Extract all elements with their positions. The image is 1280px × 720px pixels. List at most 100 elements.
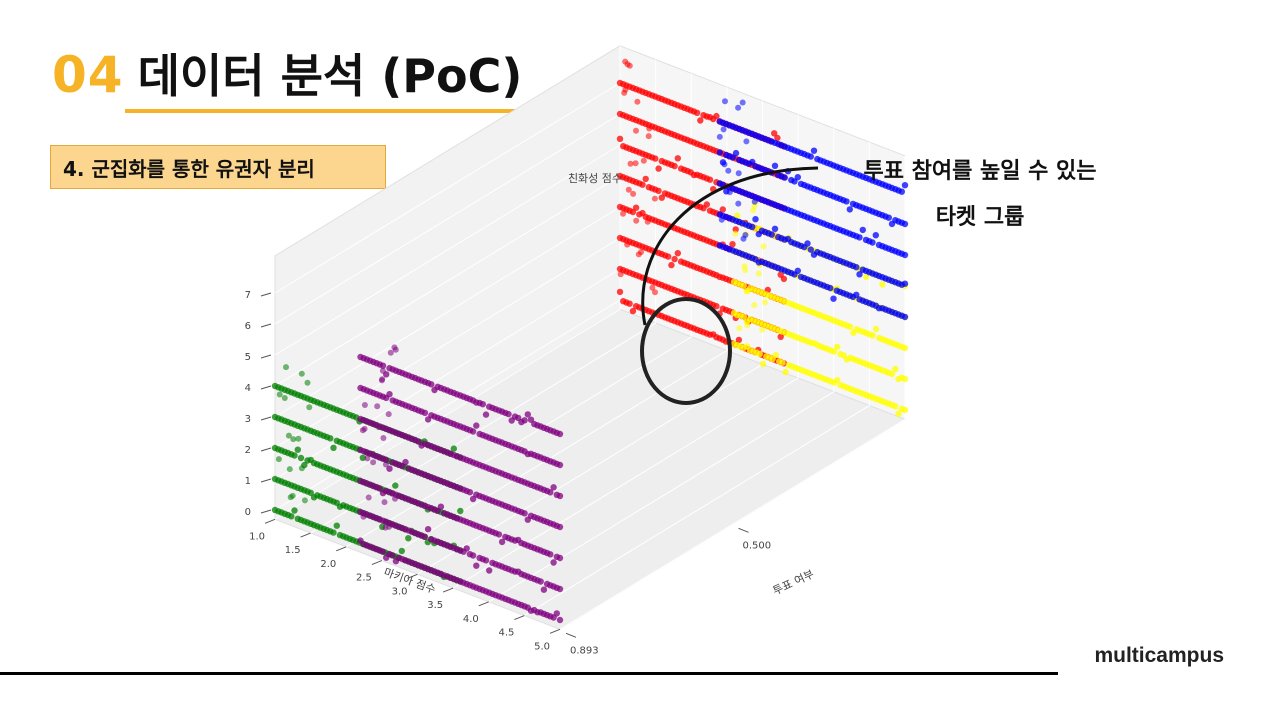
data-point xyxy=(632,160,639,167)
data-point xyxy=(810,147,818,154)
data-point xyxy=(846,206,853,213)
data-point xyxy=(556,492,564,500)
y-tick-mark xyxy=(565,632,577,638)
x-tick-label: 4.0 xyxy=(463,614,479,625)
data-point xyxy=(479,401,486,408)
data-point xyxy=(286,466,293,473)
data-point xyxy=(735,104,742,111)
data-point xyxy=(386,465,393,472)
data-point xyxy=(616,135,624,142)
data-point xyxy=(291,452,298,459)
data-point xyxy=(550,484,557,491)
data-point xyxy=(652,289,658,296)
chart-points xyxy=(271,58,909,624)
data-point xyxy=(734,212,741,219)
data-point xyxy=(719,159,727,166)
data-point xyxy=(466,489,474,496)
data-point xyxy=(772,351,780,359)
data-point xyxy=(771,130,778,137)
data-point xyxy=(521,510,528,517)
data-point xyxy=(295,435,302,442)
x-tick-mark xyxy=(549,628,561,634)
data-point xyxy=(298,370,305,377)
data-point xyxy=(742,267,749,274)
data-point xyxy=(901,344,909,352)
data-point xyxy=(892,403,899,410)
data-point xyxy=(297,454,305,462)
data-point xyxy=(402,458,409,466)
data-point xyxy=(626,62,633,69)
data-point xyxy=(288,513,295,520)
data-point xyxy=(527,416,535,423)
data-point xyxy=(383,371,390,378)
z-tick-label: 3 xyxy=(245,414,251,425)
data-point xyxy=(834,376,841,384)
data-point xyxy=(901,182,909,189)
data-point xyxy=(389,552,396,559)
data-point xyxy=(869,239,876,246)
data-point xyxy=(622,58,629,65)
data-point xyxy=(827,284,834,292)
data-point xyxy=(651,195,658,202)
data-point xyxy=(553,610,560,617)
data-point xyxy=(627,160,634,167)
data-point xyxy=(638,249,644,256)
x-gridline xyxy=(310,59,657,534)
data-point xyxy=(364,455,371,462)
y-tick-label: 0.893 xyxy=(570,645,599,656)
data-point xyxy=(739,99,746,106)
data-point xyxy=(853,291,860,298)
data-point xyxy=(732,149,740,157)
x-gridline xyxy=(488,128,835,603)
data-point xyxy=(275,456,282,463)
data-point xyxy=(556,585,564,593)
y-tick-mark xyxy=(738,527,749,533)
data-point xyxy=(392,482,399,489)
data-point xyxy=(655,165,662,172)
z-tick-mark xyxy=(260,509,272,514)
data-point xyxy=(736,325,743,332)
data-point xyxy=(556,616,564,624)
data-point xyxy=(901,251,909,259)
x-gridline xyxy=(274,45,621,520)
data-point xyxy=(693,109,701,117)
data-point xyxy=(768,231,775,238)
data-point xyxy=(556,430,564,438)
data-point xyxy=(370,459,377,466)
data-point xyxy=(385,411,392,418)
data-point xyxy=(703,201,710,208)
title-text: 데이터 분석 (PoC) xyxy=(137,49,523,103)
data-point xyxy=(540,586,548,593)
z-tick-label: 1 xyxy=(245,476,251,487)
data-point xyxy=(771,225,779,232)
data-point xyxy=(424,526,432,533)
data-point xyxy=(391,344,398,351)
data-point xyxy=(740,313,747,320)
data-point xyxy=(716,149,723,156)
x-tick-label: 3.5 xyxy=(427,600,443,611)
data-point xyxy=(713,303,720,310)
data-point xyxy=(706,176,714,183)
data-point xyxy=(547,551,554,558)
section-label-box: 4. 군집화를 통한 유권자 분리 xyxy=(50,145,386,189)
data-point xyxy=(782,368,789,376)
data-point xyxy=(729,154,736,161)
data-point xyxy=(856,271,863,278)
data-point xyxy=(749,223,756,231)
title-underline xyxy=(125,109,587,113)
data-point xyxy=(287,494,294,501)
x-tick-label: 2.5 xyxy=(356,573,372,584)
z-tick-mark xyxy=(260,292,272,297)
data-point xyxy=(807,153,814,160)
data-point xyxy=(756,350,763,358)
data-point xyxy=(361,402,368,408)
data-point xyxy=(674,155,681,162)
data-point xyxy=(781,174,788,181)
callout-curve xyxy=(641,166,819,326)
data-point xyxy=(780,275,788,283)
x-tick-mark xyxy=(478,601,489,607)
data-point xyxy=(330,444,337,451)
data-point xyxy=(621,89,628,96)
x-tick-label: 5.0 xyxy=(534,641,550,652)
